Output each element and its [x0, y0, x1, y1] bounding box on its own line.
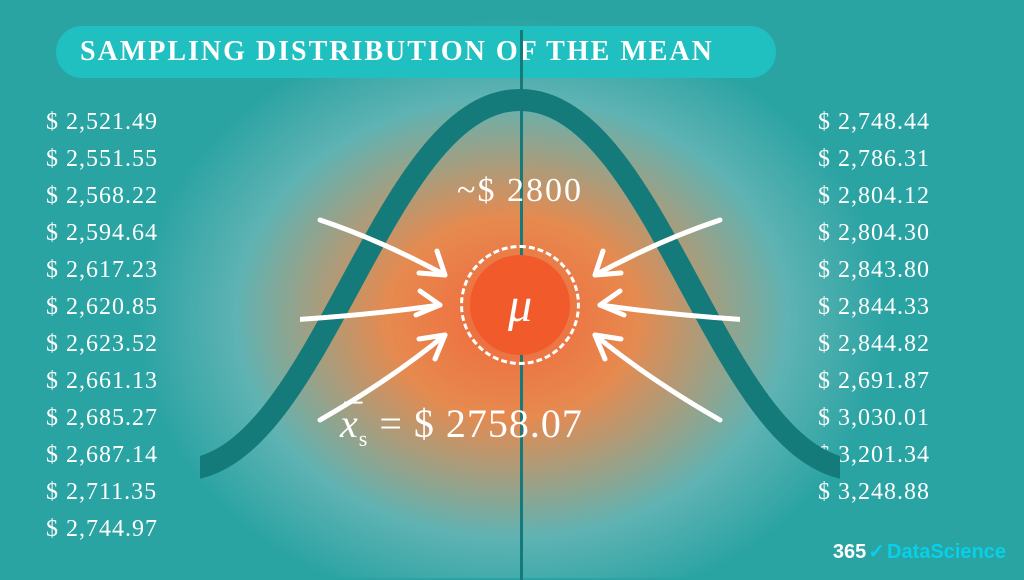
value-item: $ 2,620.85: [46, 289, 158, 326]
value-item: $ 3,248.88: [818, 474, 930, 511]
value-item: $ 2,786.31: [818, 141, 930, 178]
center-diagram: ~$ 2800 μ xs = $: [300, 90, 740, 520]
title-text: SAMPLING DISTRIBUTION OF THE MEAN: [80, 36, 714, 68]
value-item: $ 2,687.14: [46, 437, 158, 474]
value-item: $ 2,661.13: [46, 363, 158, 400]
value-item: $ 2,844.33: [818, 289, 930, 326]
value-item: $ 2,843.80: [818, 252, 930, 289]
value-item: $ 2,748.44: [818, 104, 930, 141]
mu-symbol: μ: [508, 278, 532, 333]
mu-circle-wrap: μ: [460, 245, 580, 365]
value-item: $ 2,623.52: [46, 326, 158, 363]
value-item: $ 3,201.34: [818, 437, 930, 474]
sample-mean-label: xs = $ 2758.07: [340, 400, 583, 452]
value-item: $ 2,551.55: [46, 141, 158, 178]
value-item: $ 2,844.82: [818, 326, 930, 363]
xbar-subscript: s: [359, 426, 369, 451]
brand-check-icon: ✓: [868, 541, 885, 563]
title-pill: SAMPLING DISTRIBUTION OF THE MEAN: [56, 26, 776, 78]
mu-circle: μ: [470, 255, 570, 355]
value-item: $ 2,711.35: [46, 474, 158, 511]
sample-mean-value: = $ 2758.07: [379, 401, 583, 446]
value-item: $ 2,804.30: [818, 215, 930, 252]
left-value-list: $ 2,521.49$ 2,551.55$ 2,568.22$ 2,594.64…: [46, 104, 158, 548]
value-item: $ 2,568.22: [46, 178, 158, 215]
right-value-list: $ 2,748.44$ 2,786.31$ 2,804.12$ 2,804.30…: [818, 104, 930, 511]
brand-logo: 365✓DataScience: [833, 539, 1006, 564]
xbar-symbol: x: [340, 401, 359, 446]
approx-mean-label: ~$ 2800: [420, 172, 620, 210]
value-item: $ 3,030.01: [818, 400, 930, 437]
brand-datascience: DataScience: [887, 541, 1006, 563]
value-item: $ 2,685.27: [46, 400, 158, 437]
value-item: $ 2,691.87: [818, 363, 930, 400]
value-item: $ 2,594.64: [46, 215, 158, 252]
value-item: $ 2,744.97: [46, 511, 158, 548]
value-item: $ 2,521.49: [46, 104, 158, 141]
value-item: $ 2,617.23: [46, 252, 158, 289]
brand-365: 365: [833, 541, 866, 563]
value-item: $ 2,804.12: [818, 178, 930, 215]
